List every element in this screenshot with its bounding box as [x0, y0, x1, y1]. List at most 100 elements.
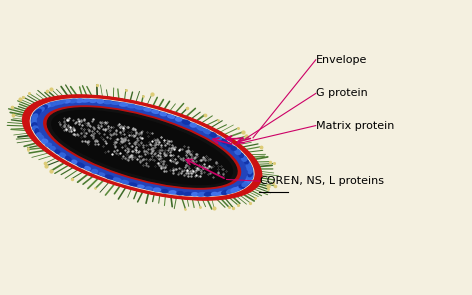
Ellipse shape [58, 100, 66, 104]
Ellipse shape [197, 126, 203, 130]
Ellipse shape [246, 178, 252, 182]
Ellipse shape [100, 173, 105, 176]
Ellipse shape [45, 104, 50, 107]
Ellipse shape [239, 185, 244, 188]
Ellipse shape [216, 136, 221, 140]
Ellipse shape [52, 111, 233, 184]
Ellipse shape [41, 105, 47, 110]
Ellipse shape [242, 183, 247, 186]
Ellipse shape [76, 99, 83, 102]
Ellipse shape [248, 172, 253, 177]
Ellipse shape [69, 99, 77, 103]
Ellipse shape [152, 110, 159, 113]
Ellipse shape [235, 149, 241, 155]
Ellipse shape [146, 187, 152, 189]
Ellipse shape [247, 166, 252, 171]
Ellipse shape [25, 96, 259, 199]
Ellipse shape [231, 147, 236, 150]
Ellipse shape [47, 108, 237, 187]
Ellipse shape [204, 192, 211, 196]
Ellipse shape [32, 123, 37, 127]
Ellipse shape [239, 153, 244, 158]
Ellipse shape [23, 95, 262, 200]
Ellipse shape [30, 99, 254, 196]
Ellipse shape [203, 129, 210, 134]
Ellipse shape [113, 178, 121, 181]
Ellipse shape [122, 181, 128, 183]
Ellipse shape [177, 191, 183, 195]
Ellipse shape [32, 119, 36, 124]
Ellipse shape [143, 108, 151, 111]
Ellipse shape [246, 163, 251, 168]
Ellipse shape [216, 191, 224, 195]
Ellipse shape [169, 191, 176, 194]
Ellipse shape [210, 132, 216, 137]
Ellipse shape [162, 189, 168, 193]
Ellipse shape [64, 100, 70, 103]
Text: CORE:: CORE: [259, 176, 294, 186]
Ellipse shape [227, 143, 231, 147]
Ellipse shape [97, 100, 104, 103]
Ellipse shape [127, 104, 135, 108]
Ellipse shape [26, 97, 258, 198]
Ellipse shape [160, 112, 166, 116]
Ellipse shape [72, 160, 77, 163]
Ellipse shape [176, 118, 182, 121]
Ellipse shape [82, 99, 90, 102]
Ellipse shape [190, 123, 196, 127]
Ellipse shape [25, 96, 260, 199]
Text: Envelope: Envelope [316, 55, 367, 65]
Ellipse shape [168, 115, 174, 118]
Ellipse shape [53, 101, 59, 105]
Ellipse shape [106, 175, 113, 179]
Ellipse shape [183, 120, 190, 124]
Ellipse shape [221, 139, 227, 144]
Ellipse shape [104, 101, 112, 104]
Ellipse shape [211, 192, 217, 195]
Ellipse shape [51, 147, 55, 150]
Ellipse shape [66, 156, 71, 160]
Ellipse shape [135, 106, 143, 109]
Ellipse shape [236, 186, 241, 190]
Ellipse shape [85, 167, 90, 170]
Ellipse shape [138, 185, 144, 188]
Ellipse shape [129, 183, 136, 186]
Ellipse shape [198, 193, 205, 196]
Ellipse shape [33, 114, 38, 119]
Ellipse shape [227, 189, 234, 193]
Ellipse shape [31, 99, 253, 196]
Text: N, NS, L proteins: N, NS, L proteins [291, 176, 384, 186]
Ellipse shape [248, 169, 252, 174]
Ellipse shape [153, 188, 160, 191]
Ellipse shape [33, 126, 38, 130]
Ellipse shape [247, 175, 253, 180]
Ellipse shape [38, 107, 44, 112]
Ellipse shape [37, 133, 41, 136]
Ellipse shape [55, 150, 60, 153]
Ellipse shape [92, 170, 98, 173]
Ellipse shape [111, 102, 119, 104]
Ellipse shape [244, 160, 248, 164]
Ellipse shape [222, 190, 229, 194]
Ellipse shape [184, 192, 191, 195]
Ellipse shape [231, 188, 238, 192]
Ellipse shape [32, 117, 36, 121]
Ellipse shape [192, 193, 198, 196]
Ellipse shape [42, 139, 48, 143]
Ellipse shape [60, 153, 66, 157]
Ellipse shape [242, 156, 247, 161]
Ellipse shape [24, 95, 261, 200]
Text: G protein: G protein [316, 88, 368, 99]
Ellipse shape [46, 143, 51, 146]
Ellipse shape [39, 135, 44, 141]
Ellipse shape [244, 181, 249, 184]
Ellipse shape [49, 102, 55, 106]
Ellipse shape [35, 129, 38, 134]
Text: Matrix protein: Matrix protein [316, 121, 394, 131]
Ellipse shape [119, 103, 127, 106]
Ellipse shape [44, 106, 241, 189]
Ellipse shape [90, 99, 96, 102]
Ellipse shape [77, 163, 84, 167]
Ellipse shape [36, 109, 41, 114]
Ellipse shape [34, 112, 39, 116]
